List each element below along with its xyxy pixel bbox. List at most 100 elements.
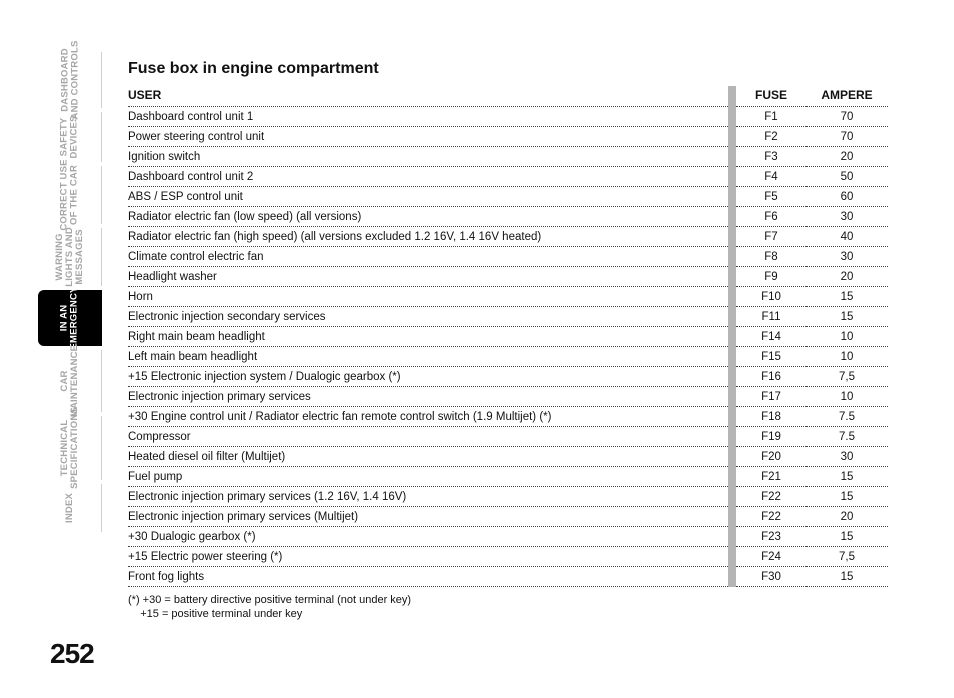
- cell-ampere: 30: [806, 207, 888, 227]
- cell-fuse: F21: [736, 467, 806, 487]
- footnotes: (*) +30 = battery directive positive ter…: [128, 593, 888, 622]
- cell-separator: [728, 267, 736, 287]
- cell-fuse: F8: [736, 247, 806, 267]
- cell-separator: [728, 347, 736, 367]
- table-row: Electronic injection secondary services F…: [128, 307, 888, 327]
- cell-ampere: 10: [806, 347, 888, 367]
- table-row: +15 Electronic injection system / Dualog…: [128, 367, 888, 387]
- table-row: +30 Engine control unit / Radiator elect…: [128, 407, 888, 427]
- cell-fuse: F22: [736, 507, 806, 527]
- cell-separator: [728, 367, 736, 387]
- col-header-ampere: AMPERE: [806, 86, 888, 107]
- cell-separator: [728, 167, 736, 187]
- footnote-line-2: +15 = positive terminal under key: [128, 607, 888, 621]
- cell-fuse: F7: [736, 227, 806, 247]
- cell-fuse: F17: [736, 387, 806, 407]
- cell-ampere: 20: [806, 147, 888, 167]
- table-row: Headlight washer F920: [128, 267, 888, 287]
- table-row: ABS / ESP control unit F560: [128, 187, 888, 207]
- cell-fuse: F22: [736, 487, 806, 507]
- cell-ampere: 15: [806, 467, 888, 487]
- table-row: Front fog lightsF3015: [128, 567, 888, 587]
- cell-separator: [728, 387, 736, 407]
- cell-fuse: F15: [736, 347, 806, 367]
- cell-user: +30 Dualogic gearbox (*): [128, 527, 728, 547]
- cell-user: Horn: [128, 287, 728, 307]
- cell-user: Electronic injection primary services (M…: [128, 507, 728, 527]
- cell-user: Electronic injection primary services (1…: [128, 487, 728, 507]
- table-row: Electronic injection primary services (1…: [128, 487, 888, 507]
- cell-separator: [728, 107, 736, 127]
- cell-separator: [728, 247, 736, 267]
- cell-ampere: 7,5: [806, 547, 888, 567]
- manual-page: DASHBOARD AND CONTROLSSAFETY DEVICESCORR…: [0, 0, 954, 698]
- cell-separator: [728, 427, 736, 447]
- cell-fuse: F4: [736, 167, 806, 187]
- tab-divider: [101, 166, 102, 224]
- cell-user: Right main beam headlight: [128, 327, 728, 347]
- cell-user: Left main beam headlight: [128, 347, 728, 367]
- section-tab[interactable]: INDEX: [38, 484, 102, 532]
- page-content: Fuse box in engine compartment USER FUSE…: [128, 60, 888, 622]
- cell-ampere: 10: [806, 387, 888, 407]
- cell-separator: [728, 187, 736, 207]
- tab-divider: [101, 228, 102, 286]
- section-tab[interactable]: CAR MAINTENANCE: [38, 350, 102, 412]
- cell-ampere: 15: [806, 487, 888, 507]
- col-separator: [728, 86, 736, 107]
- cell-fuse: F5: [736, 187, 806, 207]
- table-row: Electronic injection primary servicesF17…: [128, 387, 888, 407]
- cell-separator: [728, 227, 736, 247]
- cell-ampere: 20: [806, 267, 888, 287]
- cell-user: Heated diesel oil filter (Multijet): [128, 447, 728, 467]
- page-number: 252: [50, 638, 94, 670]
- cell-separator: [728, 327, 736, 347]
- footnote-line-1: (*) +30 = battery directive positive ter…: [128, 593, 888, 607]
- cell-ampere: 70: [806, 127, 888, 147]
- table-row: Dashboard control unit 2F450: [128, 167, 888, 187]
- section-tab[interactable]: WARNING LIGHTS AND MESSAGES: [38, 228, 102, 286]
- cell-separator: [728, 207, 736, 227]
- table-row: Radiator electric fan (low speed) (all v…: [128, 207, 888, 227]
- table-row: HornF1015: [128, 287, 888, 307]
- cell-ampere: 70: [806, 107, 888, 127]
- cell-user: Electronic injection secondary services: [128, 307, 728, 327]
- table-row: Heated diesel oil filter (Multijet)F2030: [128, 447, 888, 467]
- cell-user: Headlight washer: [128, 267, 728, 287]
- cell-fuse: F20: [736, 447, 806, 467]
- section-tab[interactable]: DASHBOARD AND CONTROLS: [38, 52, 102, 108]
- section-tab[interactable]: IN AN EMERGENCY: [38, 290, 102, 346]
- cell-user: +15 Electronic injection system / Dualog…: [128, 367, 728, 387]
- table-row: CompressorF197.5: [128, 427, 888, 447]
- section-tab[interactable]: TECHNICAL SPECIFICATIONS: [38, 416, 102, 480]
- tab-divider: [101, 350, 102, 412]
- tab-divider: [101, 484, 102, 532]
- table-row: Electronic injection primary services (M…: [128, 507, 888, 527]
- table-header-row: USER FUSE AMPERE: [128, 86, 888, 107]
- cell-fuse: F3: [736, 147, 806, 167]
- cell-fuse: F14: [736, 327, 806, 347]
- cell-ampere: 7.5: [806, 427, 888, 447]
- cell-user: Compressor: [128, 427, 728, 447]
- section-tab[interactable]: SAFETY DEVICES: [38, 112, 102, 162]
- cell-ampere: 60: [806, 187, 888, 207]
- cell-fuse: F9: [736, 267, 806, 287]
- tab-divider: [101, 112, 102, 162]
- cell-fuse: F11: [736, 307, 806, 327]
- cell-separator: [728, 487, 736, 507]
- section-tab-label: INDEX: [65, 493, 75, 523]
- section-tab-label: DASHBOARD AND CONTROLS: [60, 41, 80, 120]
- cell-separator: [728, 527, 736, 547]
- table-row: +15 Electric power steering (*)F247,5: [128, 547, 888, 567]
- cell-separator: [728, 507, 736, 527]
- cell-user: Dashboard control unit 1: [128, 107, 728, 127]
- cell-separator: [728, 547, 736, 567]
- cell-ampere: 20: [806, 507, 888, 527]
- cell-separator: [728, 567, 736, 587]
- section-tab-label: WARNING LIGHTS AND MESSAGES: [55, 227, 85, 287]
- section-tab[interactable]: CORRECT USE OF THE CAR: [38, 166, 102, 224]
- cell-ampere: 50: [806, 167, 888, 187]
- table-row: +30 Dualogic gearbox (*)F2315: [128, 527, 888, 547]
- cell-user: ABS / ESP control unit: [128, 187, 728, 207]
- cell-separator: [728, 127, 736, 147]
